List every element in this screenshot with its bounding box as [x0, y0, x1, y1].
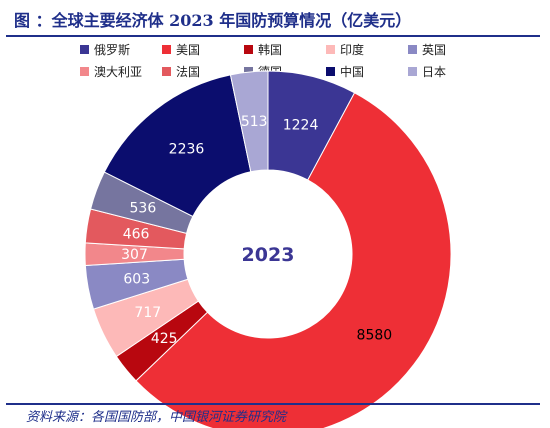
legend-swatch	[244, 67, 253, 76]
slice-value-label: 307	[121, 247, 148, 263]
slice-value-label: 466	[123, 226, 150, 242]
source-note: 资料来源：各国国防部，中国银河证券研究院	[26, 410, 287, 425]
slice-value-label: 425	[151, 331, 178, 347]
top-divider	[6, 35, 540, 37]
legend-swatch	[162, 45, 171, 54]
legend-swatch	[326, 45, 335, 54]
legend-label: 韩国	[258, 43, 283, 57]
legend-swatch	[244, 45, 253, 54]
legend-item: 美国	[162, 41, 200, 58]
legend-swatch	[80, 67, 89, 76]
chart-title: 图 ：全球主要经济体 2023 年国防预算情况（亿美元）	[14, 11, 412, 30]
legend-swatch	[408, 67, 417, 76]
legend-swatch	[408, 45, 417, 54]
center-year-label: 2023	[242, 244, 295, 266]
slice-value-label: 513	[241, 114, 268, 130]
legend-label: 日本	[422, 65, 447, 79]
legend-item: 法国	[162, 63, 200, 80]
legend-swatch	[80, 45, 89, 54]
legend-label: 法国	[176, 65, 201, 79]
slice-1	[135, 92, 452, 428]
legend-swatch	[162, 67, 171, 76]
legend-swatch	[326, 67, 335, 76]
slice-value-label: 536	[130, 200, 157, 216]
slice-value-label: 1224	[283, 118, 319, 134]
legend-item: 中国	[326, 63, 364, 80]
legend-label: 印度	[340, 43, 365, 57]
legend-item: 韩国	[244, 41, 282, 58]
legend-label: 中国	[340, 65, 365, 79]
legend-item: 印度	[326, 41, 364, 58]
slice-value-label: 8580	[357, 328, 393, 344]
slice-value-label: 603	[123, 271, 150, 287]
legend-label: 美国	[176, 43, 201, 57]
legend-label: 澳大利亚	[94, 65, 143, 79]
slice-8	[103, 74, 252, 218]
legend-item: 澳大利亚	[80, 63, 142, 80]
legend-label: 英国	[422, 43, 447, 57]
slice-9	[229, 70, 269, 173]
legend-item: 英国	[408, 41, 446, 58]
legend-item: 俄罗斯	[80, 41, 130, 58]
slice-value-label: 717	[134, 305, 161, 321]
bottom-divider	[6, 403, 540, 405]
legend-item: 日本	[408, 63, 446, 80]
slice-value-label: 2236	[169, 141, 205, 157]
legend-label: 俄罗斯	[94, 43, 131, 57]
